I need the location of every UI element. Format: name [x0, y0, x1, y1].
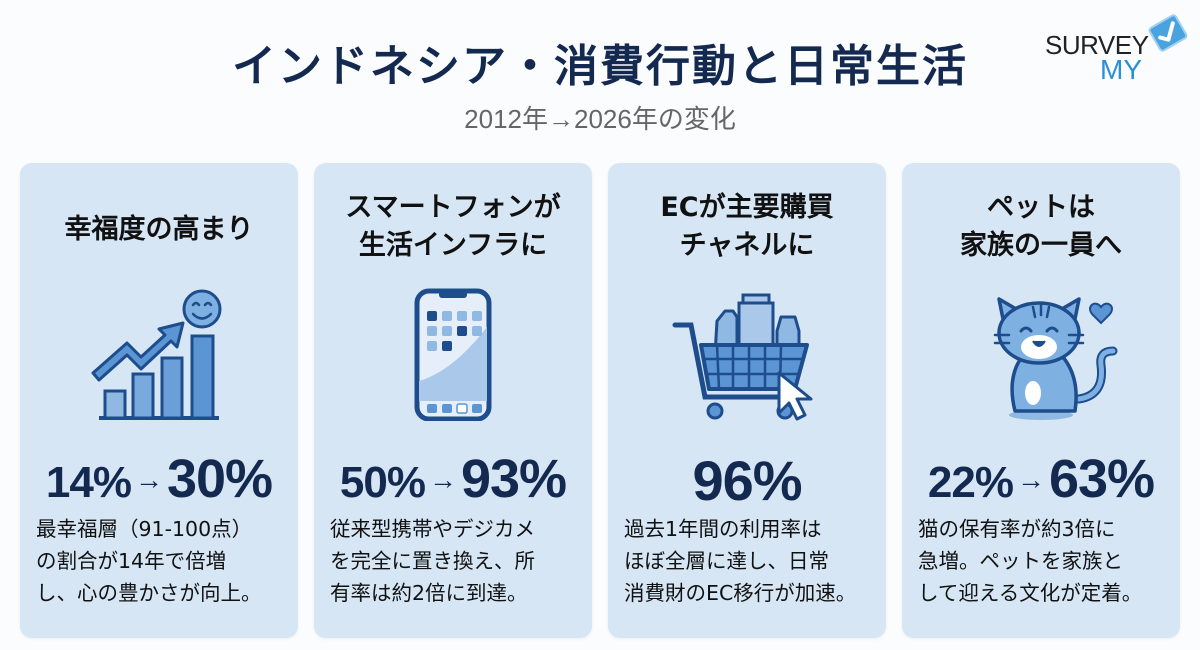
stat-to: 93%: [460, 449, 567, 509]
logo-text-my: MY: [1100, 54, 1142, 85]
card-smartphone: スマートフォンが 生活インフラに: [314, 163, 592, 638]
desc-line: 最幸福層（91-100点）: [36, 517, 253, 541]
stat-to: 30%: [166, 449, 273, 509]
desc-line: 消費財のEC移行が加速。: [624, 581, 857, 605]
heading-line: 家族の一員へ: [960, 230, 1122, 261]
desc-line: 有率は約2倍に到達。: [330, 581, 528, 605]
desc-line: を完全に置き換え、所: [330, 549, 535, 573]
checkmark-badge-icon: [1148, 14, 1188, 52]
stat-to: 63%: [1048, 449, 1155, 509]
desc-line: の割合が14年で倍増: [36, 549, 227, 573]
surveymy-logo: SURVEY MY: [1045, 10, 1195, 90]
card-description: 最幸福層（91-100点） の割合が14年で倍増 し、心の豊かさが向上。: [36, 513, 286, 609]
card-pets: ペットは 家族の一員へ 22% →63% 猫の保有率が約3倍に 急増。ペットを家族…: [902, 163, 1180, 638]
stat-change: 22% →63%: [902, 448, 1180, 510]
card-heading: 幸福度の高まり: [20, 211, 298, 249]
shopping-cart-cursor-icon: [672, 293, 813, 421]
desc-line: 猫の保有率が約3倍に: [918, 517, 1116, 541]
stat-cards: 幸福度の高まり 14% →30% 最幸福層（91-100点） の割合が14年で倍増…: [20, 163, 1180, 638]
desc-line: ほぼ全層に達し、日常: [624, 549, 829, 573]
logo-text-survey: SURVEY: [1045, 30, 1149, 60]
card-ecommerce: ECが主要購買 チャネルに 96%: [608, 163, 886, 638]
card-description: 猫の保有率が約3倍に 急増。ペットを家族と して迎える文化が定着。: [918, 513, 1168, 609]
smartphone-icon: [414, 288, 492, 421]
heading-line: スマートフォンが: [345, 192, 561, 223]
page-subtitle: 2012年→2026年の変化: [464, 104, 736, 134]
desc-line: 従来型携帯やデジカメ: [330, 517, 535, 541]
heading-line: 幸福度の高まり: [64, 214, 254, 245]
arrow-right-icon: →: [1016, 464, 1045, 495]
stat-from: 50%: [339, 458, 426, 507]
stat-change: 50% →93%: [314, 448, 592, 510]
heading-line: ペットは: [987, 192, 1095, 223]
card-heading: ECが主要購買 チャネルに: [608, 189, 886, 265]
arrow-right-icon: →: [428, 464, 457, 495]
card-description: 過去1年間の利用率は ほぼ全層に達し、日常 消費財のEC移行が加速。: [624, 513, 874, 609]
desc-line: し、心の豊かさが向上。: [36, 581, 262, 605]
card-heading: ペットは 家族の一員へ: [902, 189, 1180, 265]
desc-line: 過去1年間の利用率は: [624, 517, 822, 541]
card-happiness: 幸福度の高まり 14% →30% 最幸福層（91-100点） の割合が14年で倍増…: [20, 163, 298, 638]
stat-change: 14% →30%: [20, 448, 298, 510]
stat-single-value: 96%: [692, 449, 802, 512]
desc-line: 急増。ペットを家族と: [918, 549, 1123, 573]
page-title: インドネシア・消費行動と日常生活: [232, 41, 968, 92]
heading-line: チャネルに: [679, 230, 815, 261]
stat-from: 14%: [45, 458, 132, 507]
cat-heart-icon: [993, 297, 1118, 420]
arrow-right-icon: →: [134, 464, 163, 495]
heading-line: 生活インフラに: [358, 230, 548, 261]
stat-from: 22%: [927, 458, 1014, 507]
rising-chart-smiley-icon: [91, 289, 222, 420]
card-heading: スマートフォンが 生活インフラに: [314, 189, 592, 265]
heading-line: ECが主要購買: [660, 192, 834, 223]
stat-value: 96%: [608, 448, 886, 513]
desc-line: して迎える文化が定着。: [918, 581, 1143, 605]
card-description: 従来型携帯やデジカメ を完全に置き換え、所 有率は約2倍に到達。: [330, 513, 580, 609]
